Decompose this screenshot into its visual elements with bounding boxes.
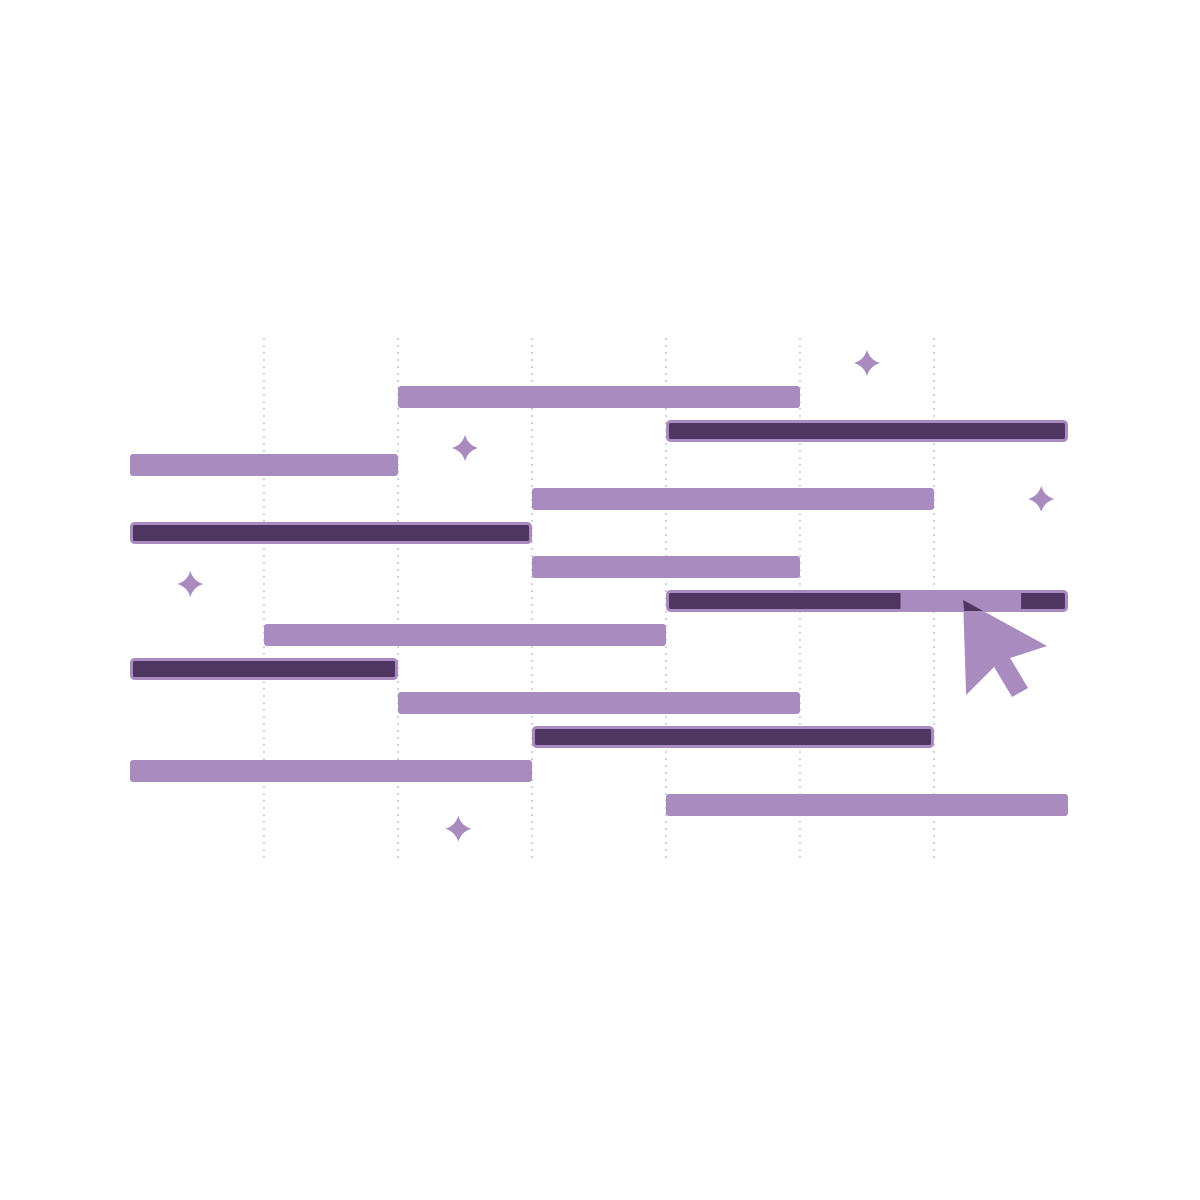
sparkle-icon (452, 435, 478, 461)
mouse-pointer-icon (963, 600, 1048, 697)
cursor-tip-overlap (963, 600, 984, 611)
task-bar[interactable] (666, 794, 1068, 816)
cursor-layer (963, 600, 1048, 697)
task-bar[interactable] (532, 556, 800, 578)
sparkle-icon (177, 571, 204, 597)
task-bar-active[interactable] (666, 420, 1068, 442)
task-bar-selection (900, 591, 1022, 611)
sparkle-icon (854, 350, 880, 376)
task-bar[interactable] (532, 488, 934, 510)
task-bar-active[interactable] (532, 726, 934, 748)
task-bar[interactable] (130, 760, 532, 782)
task-bar[interactable] (398, 692, 800, 714)
sparkle-icon (1028, 486, 1055, 512)
task-bar-active[interactable] (130, 522, 532, 544)
task-bar[interactable] (398, 386, 800, 408)
task-bars (130, 386, 1068, 816)
task-bar[interactable] (264, 624, 666, 646)
task-bar-active[interactable] (130, 658, 398, 680)
task-bar[interactable] (130, 454, 398, 476)
sparkle-icon (445, 815, 472, 842)
sparkles (177, 350, 1055, 842)
